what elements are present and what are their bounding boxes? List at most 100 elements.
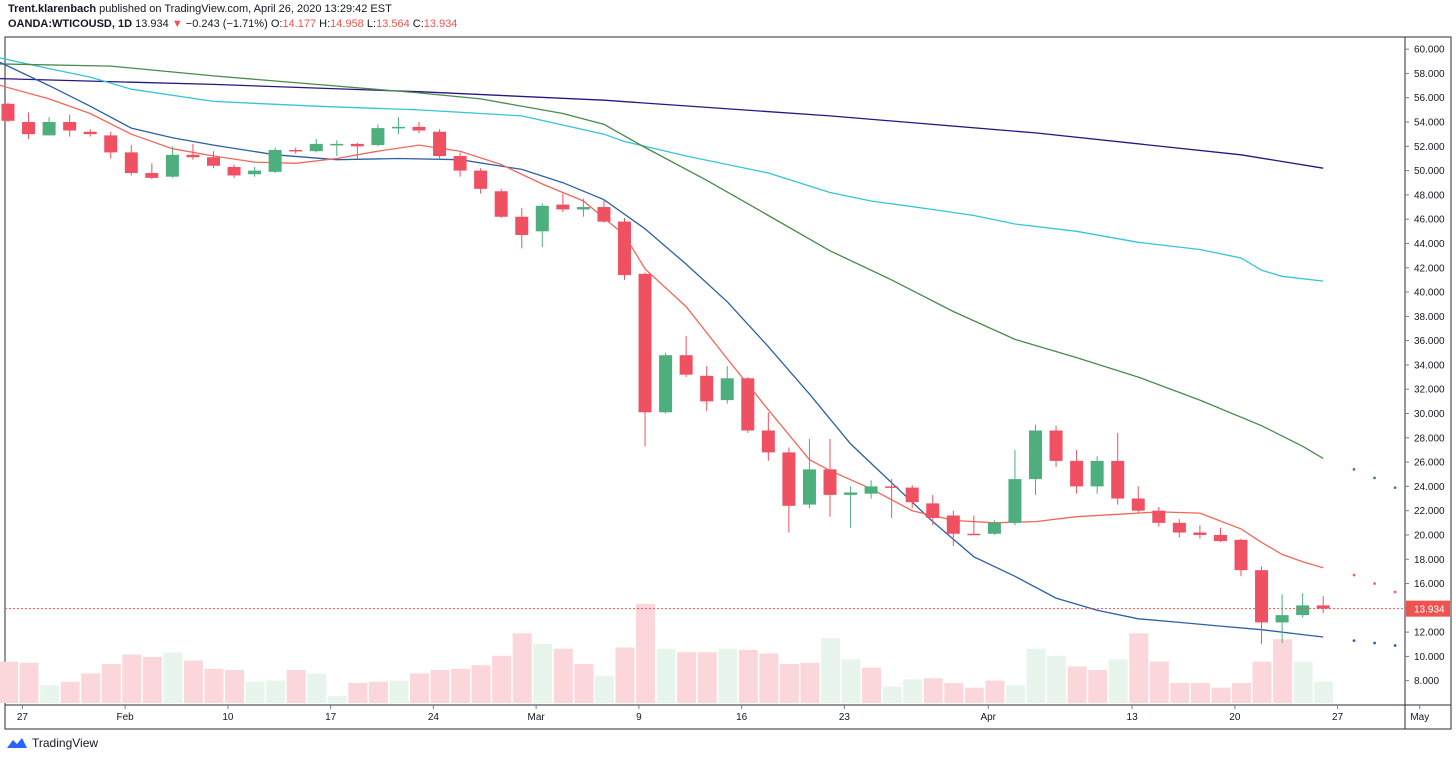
candle: [535, 203, 549, 248]
author-name[interactable]: Trent.klarenbach: [8, 3, 97, 15]
volume-bar: [163, 652, 183, 703]
candle-body: [309, 143, 323, 152]
volume-bar: [389, 680, 409, 703]
candle-body: [946, 515, 960, 534]
candle-body: [576, 207, 590, 210]
candle: [1008, 449, 1022, 526]
candle-body: [412, 126, 426, 131]
low-value: 13.564: [376, 18, 410, 30]
tradingview-logo-icon: [7, 738, 27, 748]
volume-bar: [1170, 682, 1190, 703]
volume-bar: [841, 659, 861, 703]
candle: [145, 163, 159, 180]
volume-bar: [821, 638, 840, 703]
candle: [741, 377, 755, 433]
candle-series: [1, 102, 1330, 645]
candle: [207, 151, 220, 169]
chart-frame: [4, 36, 1452, 730]
candle-body: [823, 469, 837, 495]
time-axis-label: 9: [636, 712, 642, 723]
candle-body: [761, 430, 775, 453]
time-axis: 27 Feb 10 17 24 Mar 9 16 23 Apr 13 20 27 May: [17, 705, 1429, 723]
volume-bar: [204, 668, 224, 703]
candle: [1234, 538, 1248, 577]
candle-body: [618, 221, 631, 276]
volume-bar: [81, 673, 101, 703]
volume-bar: [122, 654, 142, 703]
published-text: published on TradingView.com, April 26, …: [99, 3, 392, 15]
footer-brand: TradingView: [6, 734, 98, 752]
time-axis-label: 16: [736, 712, 748, 723]
candle-body: [391, 126, 405, 129]
candle: [124, 145, 138, 176]
last-price: 13.934: [135, 18, 169, 30]
price-axis-label: 40.000: [1414, 288, 1445, 299]
candle: [679, 335, 693, 378]
volume-bar: [1088, 669, 1108, 703]
close-label: C:: [412, 18, 424, 30]
chart-header: Trent.klarenbach published on TradingVie…: [8, 2, 457, 32]
volume-bar: [368, 681, 388, 703]
candle-body: [186, 154, 200, 158]
candle: [433, 129, 447, 160]
moving-average-projection-dot: [1373, 641, 1376, 645]
moving-average-projection-dot: [1352, 467, 1356, 471]
price-axis: 60.000 58.000 56.000 54.000 52.000 50.000 48.0…: [1405, 45, 1445, 687]
price-axis-label: 10.000: [1414, 652, 1445, 663]
price-axis-label: 30.000: [1414, 409, 1445, 420]
candle-body: [1296, 605, 1310, 616]
candle-body: [63, 122, 77, 131]
candle-body: [83, 131, 97, 135]
volume-bar: [985, 680, 1005, 703]
last-price-badge: [1406, 600, 1450, 617]
candle: [83, 129, 97, 137]
price-axis-label: 12.000: [1414, 628, 1445, 639]
symbol-label[interactable]: OANDA:WTICOUSD, 1D: [8, 18, 133, 30]
volume-bar: [615, 647, 635, 703]
candle: [782, 447, 796, 533]
candle: [1029, 424, 1042, 495]
candle-body: [515, 216, 529, 235]
candle: [371, 124, 385, 147]
candle: [1316, 596, 1330, 614]
candle: [289, 147, 303, 154]
volume-bar: [245, 681, 265, 703]
candle: [864, 480, 878, 499]
candle-body: [1131, 498, 1145, 511]
candle: [638, 272, 652, 447]
candle: [391, 117, 405, 135]
candle-body: [535, 205, 549, 232]
ohlc-legend: OANDA:WTICOUSD, 1D 13.934 ▼ −0.243 (−1.7…: [8, 17, 457, 32]
candle: [802, 439, 816, 509]
brand-name[interactable]: TradingView: [32, 736, 99, 750]
candle-body: [165, 154, 179, 177]
candle: [1049, 425, 1063, 467]
candle: [165, 146, 179, 178]
volume-bar: [225, 669, 245, 703]
candle-body: [1152, 510, 1166, 523]
candle-body: [782, 452, 796, 506]
price-axis-label: 16.000: [1414, 579, 1445, 590]
time-axis-label: May: [1410, 712, 1429, 723]
candle: [268, 147, 282, 174]
price-axis-label: 8.000: [1414, 676, 1439, 687]
volume-bar: [779, 664, 799, 703]
candle: [309, 139, 323, 153]
volume-bar: [862, 667, 882, 703]
moving-average-projection-dot: [1373, 582, 1376, 585]
candle: [453, 152, 467, 177]
candle-body: [1090, 460, 1104, 487]
candle-body: [700, 375, 714, 402]
price-axis-label: 18.000: [1414, 555, 1445, 566]
candle: [1, 102, 15, 123]
candle-body: [1234, 539, 1248, 571]
price-axis-label: 32.000: [1414, 385, 1445, 396]
candle: [1296, 593, 1310, 618]
time-axis-label: 17: [325, 712, 337, 723]
volume-bar: [533, 644, 553, 703]
price-axis-label: 34.000: [1414, 360, 1445, 371]
price-axis-label: 44.000: [1414, 239, 1445, 250]
price-change: −0.243 (−1.71%): [185, 18, 268, 30]
candle-body: [1070, 460, 1084, 487]
